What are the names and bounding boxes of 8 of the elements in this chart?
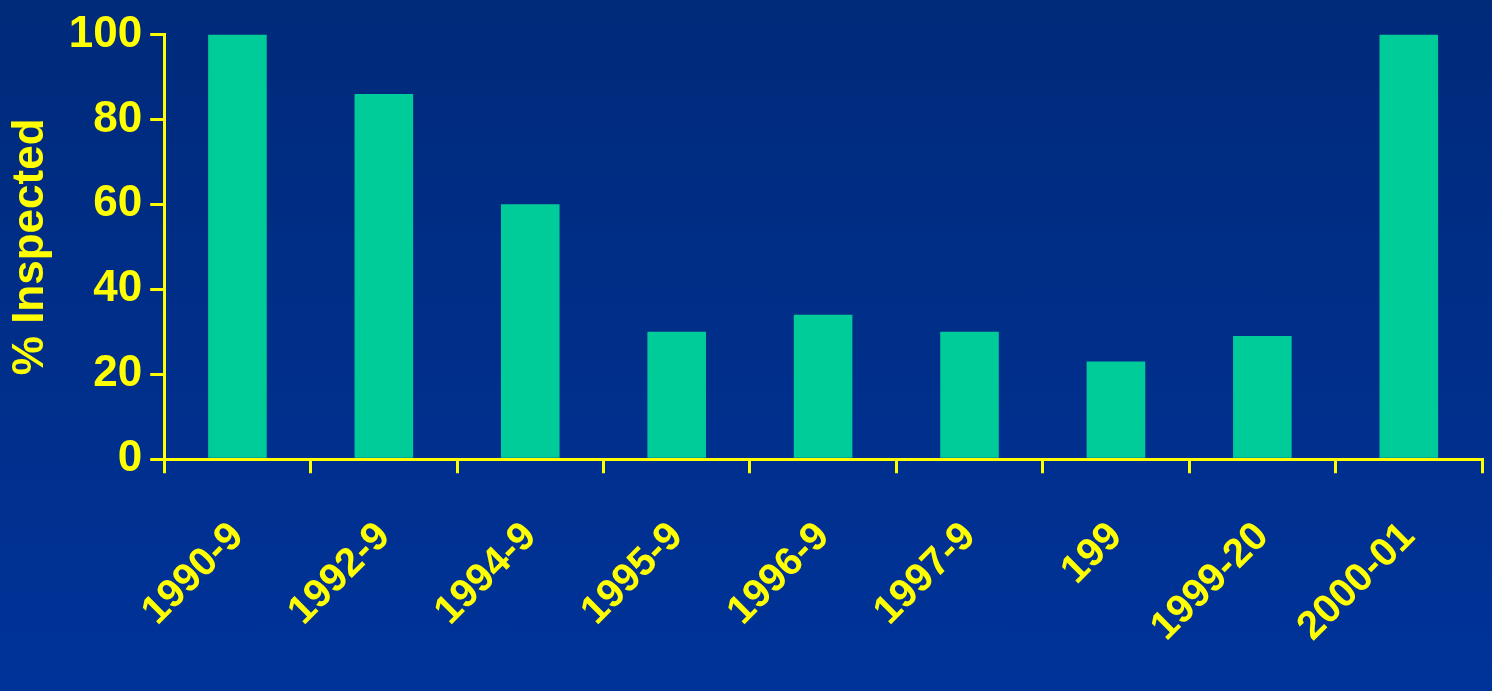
y-tick-label: 60 [93, 176, 143, 226]
y-tick-label: 40 [93, 261, 143, 311]
y-tick-label: 20 [93, 346, 143, 396]
x-tick-label: 199 [1051, 512, 1130, 591]
y-tick-label: 80 [93, 91, 143, 141]
y-axis-title: % Inspected [2, 118, 52, 376]
y-tick-label: 100 [68, 6, 143, 56]
y-tick-label: 0 [117, 431, 143, 481]
